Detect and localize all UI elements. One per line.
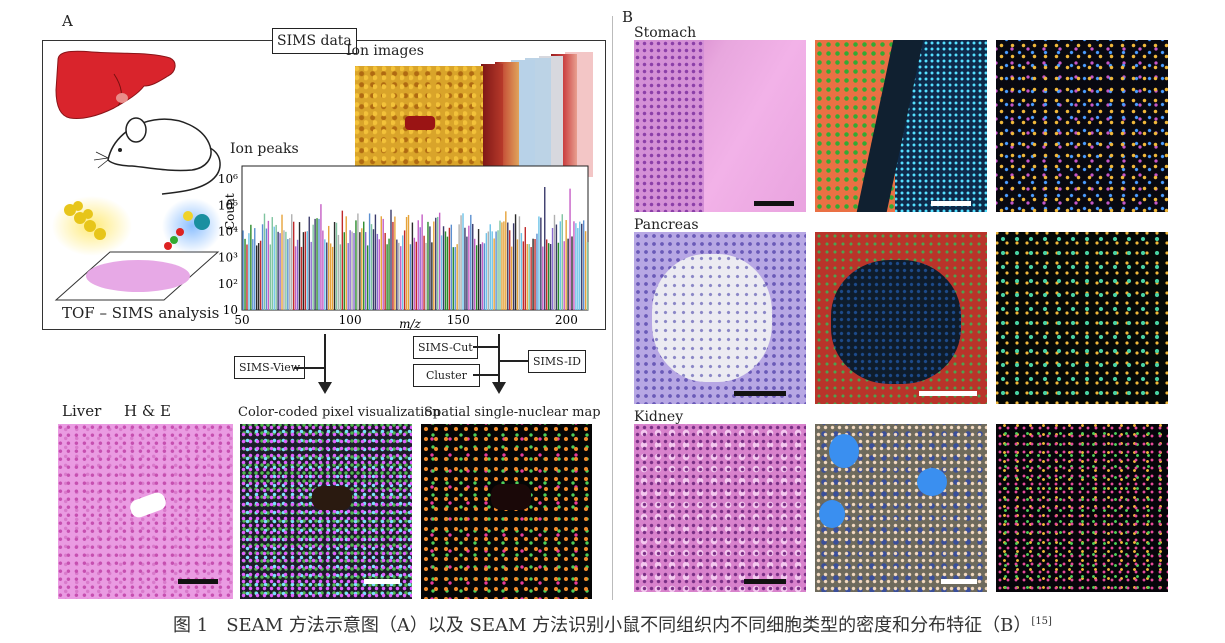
y-tick-label: 10³ [218,251,238,265]
sims-cut-box: SIMS-Cut [413,336,478,359]
sims-id-box: SIMS-ID [528,350,586,373]
kidney-color-image [815,424,987,592]
x-tick-label: 50 [234,313,249,327]
tof-sims-illustration [52,196,222,301]
mouse-illustration [93,117,221,195]
ion-peaks-label: Ion peaks [230,141,299,157]
color-coded-label: Color-coded pixel visualization [238,405,441,420]
liver-illustration [55,50,176,119]
panel-b-label: B [622,8,634,26]
sims-view-box: SIMS-View [234,356,306,379]
y-axis-label: Count [223,193,237,230]
stomach-he-image [634,40,806,212]
stomach-map-image [996,40,1168,212]
y-tick-label: 10 [223,303,238,317]
stomach-label: Stomach [634,25,697,41]
liver-label: Liver [62,402,102,420]
kidney-he-image [634,424,806,592]
color-coded-image [240,424,412,599]
panel-a-label: A [62,12,73,30]
x-axis-label: m/z [399,317,421,331]
y-tick-label: 10² [218,277,238,291]
x-tick-label: 200 [555,313,578,327]
y-tick-label: 10⁶ [218,172,238,186]
kidney-map-image [996,424,1168,592]
pancreas-color-image [815,232,987,404]
ion-image-stack [355,52,605,188]
sims-data-box: SIMS data [272,28,357,54]
stomach-color-image [815,40,987,212]
panel-b-divider [612,16,613,600]
tof-sims-label: TOF – SIMS analysis [62,304,220,322]
y-tick-label: 10⁵ [218,198,238,212]
spatial-map-image [421,424,592,599]
x-tick-label: 100 [339,313,362,327]
cluster-box: Cluster [413,364,480,387]
pancreas-label: Pancreas [634,217,699,233]
figure-caption: 图 1 SEAM 方法示意图（A）以及 SEAM 方法识别小鼠不同组织内不同细胞… [173,615,1052,636]
ion-images-label: Ion images [346,43,424,59]
he-label: H & E [124,402,171,420]
x-tick-label: 150 [447,313,470,327]
spatial-map-label: Spatial single-nuclear map [424,405,601,420]
kidney-label: Kidney [634,409,684,425]
ion-peaks-chart: 10 10² 10³ 10⁴ 10⁵ 10⁶ 50 100 150 200 Count m/z [218,165,589,331]
liver-he-image [58,424,233,599]
pancreas-he-image [634,232,806,404]
pancreas-map-image [996,232,1168,404]
y-tick-label: 10⁴ [218,224,238,238]
